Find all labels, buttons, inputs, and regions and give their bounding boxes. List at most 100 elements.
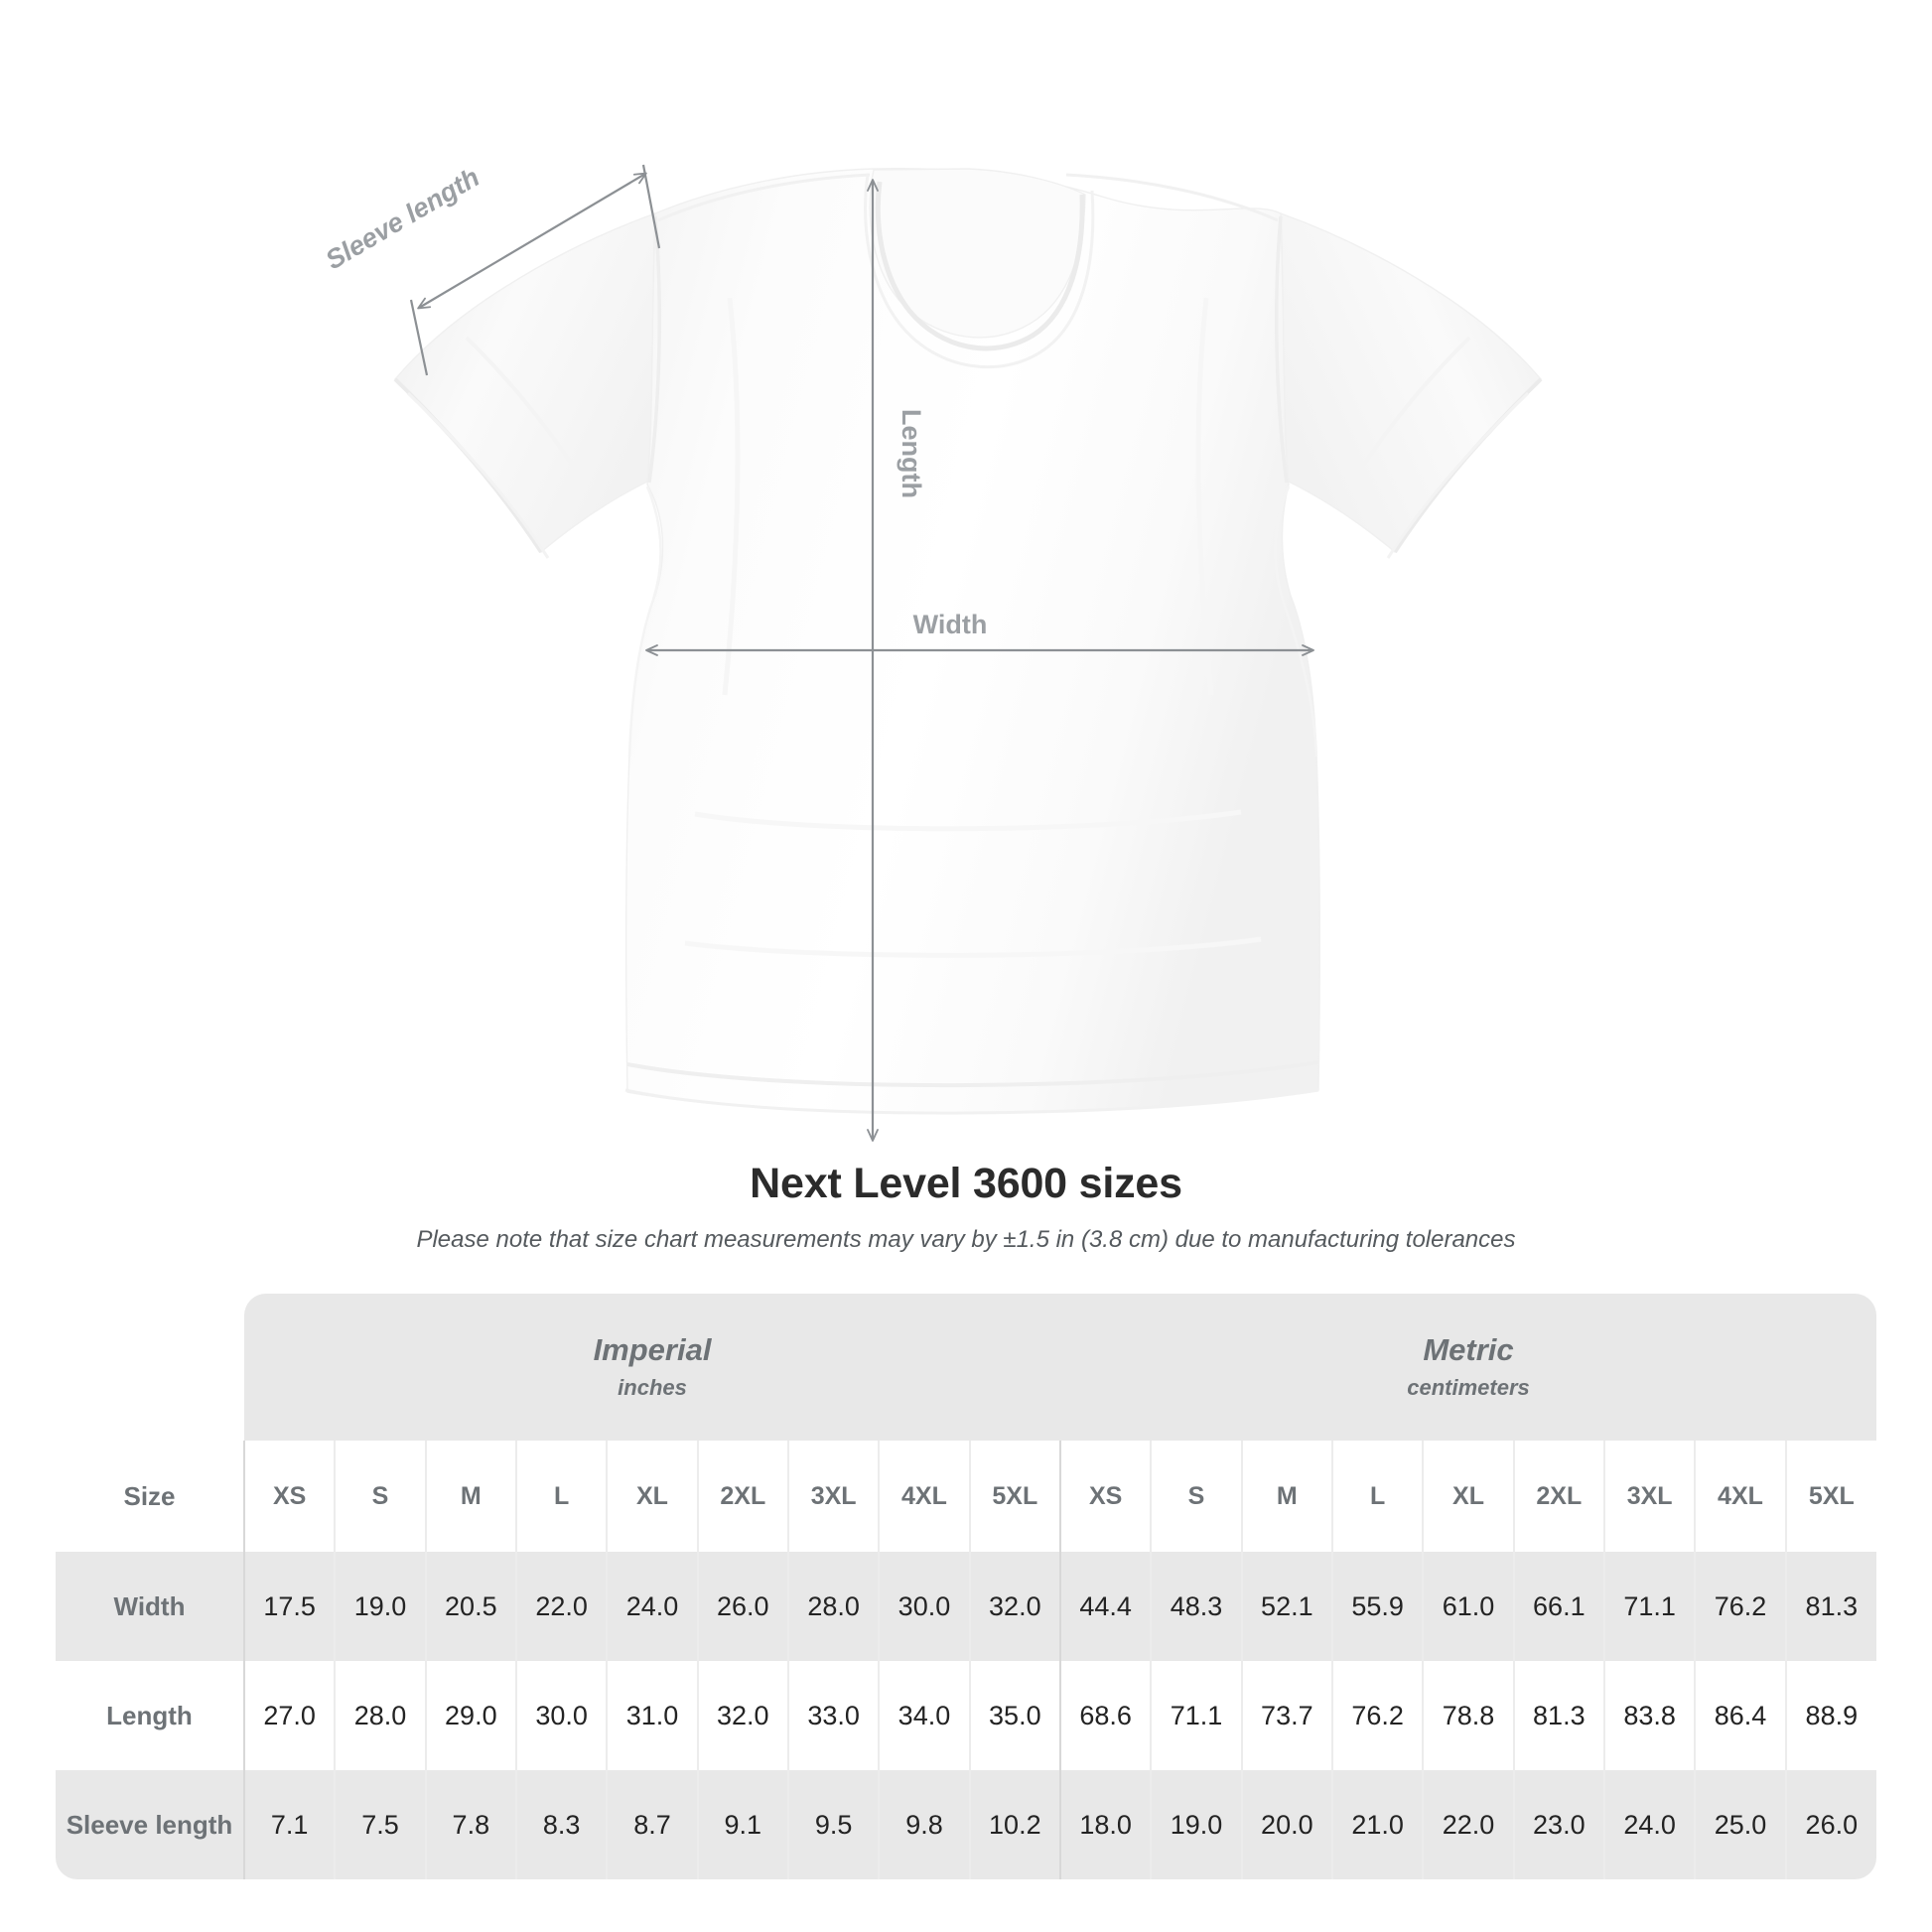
size-header-imperial-xs[interactable]: XS — [242, 1441, 336, 1552]
cell-length-metric-s: 71.1 — [1150, 1661, 1242, 1770]
chart-heading-block: Next Level 3600 sizes Please note that s… — [0, 1160, 1932, 1255]
table-row: Width 17.5 19.0 20.5 22.0 24.0 26.0 28.0… — [56, 1552, 1877, 1661]
cell-sleeve-imperial-2xl: 9.1 — [696, 1770, 788, 1879]
right-side-seam — [1274, 485, 1318, 758]
width-label: Width — [913, 610, 988, 639]
size-header-imperial-xl[interactable]: XL — [606, 1441, 698, 1552]
sleeve-length-label: Sleeve length — [321, 162, 484, 275]
unit-corner-cell — [56, 1294, 244, 1441]
size-header-metric-m[interactable]: M — [1240, 1441, 1332, 1552]
cell-length-metric-xs: 68.6 — [1059, 1661, 1152, 1770]
size-header-imperial-m[interactable]: M — [424, 1441, 516, 1552]
cell-sleeve-imperial-4xl: 9.8 — [878, 1770, 970, 1879]
unit-sub-imperial: inches — [618, 1375, 687, 1401]
cell-width-metric-xs: 44.4 — [1059, 1552, 1152, 1661]
cell-sleeve-imperial-l: 8.3 — [514, 1770, 608, 1879]
cell-sleeve-imperial-5xl: 10.2 — [968, 1770, 1061, 1879]
cell-length-imperial-3xl: 33.0 — [786, 1661, 880, 1770]
size-header-metric-3xl[interactable]: 3XL — [1602, 1441, 1696, 1552]
cell-width-imperial-3xl: 28.0 — [786, 1552, 880, 1661]
cell-length-metric-l: 76.2 — [1330, 1661, 1424, 1770]
cell-sleeve-metric-l: 21.0 — [1330, 1770, 1424, 1879]
cell-width-metric-l: 55.9 — [1330, 1552, 1424, 1661]
unit-group-imperial: Imperial inches — [244, 1294, 1061, 1441]
cell-sleeve-metric-2xl: 23.0 — [1512, 1770, 1604, 1879]
collar-ribbing — [875, 181, 1085, 351]
cell-sleeve-metric-3xl: 24.0 — [1602, 1770, 1696, 1879]
size-header-imperial-3xl[interactable]: 3XL — [786, 1441, 880, 1552]
table-row: Length 27.0 28.0 29.0 30.0 31.0 32.0 33.… — [56, 1661, 1877, 1770]
cell-length-metric-5xl: 88.9 — [1784, 1661, 1877, 1770]
cell-width-imperial-5xl: 32.0 — [968, 1552, 1061, 1661]
fabric-fold — [722, 297, 741, 696]
cell-sleeve-metric-s: 19.0 — [1150, 1770, 1242, 1879]
left-sleeve-cuff-stitch — [406, 391, 550, 559]
cell-sleeve-metric-m: 20.0 — [1240, 1770, 1332, 1879]
size-header-metric-s[interactable]: S — [1150, 1441, 1242, 1552]
size-header-imperial-s[interactable]: S — [334, 1441, 426, 1552]
cell-length-imperial-l: 30.0 — [514, 1661, 608, 1770]
size-header-imperial-2xl[interactable]: 2XL — [696, 1441, 788, 1552]
cell-width-imperial-4xl: 30.0 — [878, 1552, 970, 1661]
fabric-fold — [1348, 336, 1471, 488]
size-header-metric-2xl[interactable]: 2XL — [1512, 1441, 1604, 1552]
tshirt-garment — [393, 168, 1543, 1115]
sleeve-length-arrow — [417, 172, 647, 310]
cell-width-imperial-m: 20.5 — [424, 1552, 516, 1661]
row-label-length: Length — [56, 1661, 244, 1770]
size-header-imperial-l[interactable]: L — [514, 1441, 608, 1552]
row-label-width: Width — [56, 1552, 244, 1661]
cell-length-imperial-xs: 27.0 — [242, 1661, 336, 1770]
cell-width-metric-3xl: 71.1 — [1602, 1552, 1696, 1661]
cell-sleeve-imperial-s: 7.5 — [334, 1770, 426, 1879]
left-sleeve — [394, 211, 656, 554]
right-shoulder-seam — [1065, 173, 1279, 222]
size-header-metric-5xl[interactable]: 5XL — [1784, 1441, 1877, 1552]
size-header-imperial-4xl[interactable]: 4XL — [878, 1441, 970, 1552]
cell-width-metric-s: 48.3 — [1150, 1552, 1242, 1661]
bottom-hem-edge — [624, 1088, 1319, 1115]
cell-length-imperial-xl: 31.0 — [606, 1661, 698, 1770]
cell-width-metric-xl: 61.0 — [1422, 1552, 1514, 1661]
cell-sleeve-metric-xs: 18.0 — [1059, 1770, 1152, 1879]
unit-sub-metric: centimeters — [1407, 1375, 1530, 1401]
size-header-imperial-5xl[interactable]: 5XL — [968, 1441, 1061, 1552]
cell-length-imperial-4xl: 34.0 — [878, 1661, 970, 1770]
unit-group-metric: Metric centimeters — [1060, 1294, 1877, 1441]
right-sleeve-cuff-stitch — [1386, 391, 1530, 559]
table-row: Sleeve length 7.1 7.5 7.8 8.3 8.7 9.1 9.… — [56, 1770, 1877, 1879]
unit-name-metric: Metric — [1423, 1332, 1514, 1368]
size-header-metric-l[interactable]: L — [1330, 1441, 1424, 1552]
cell-sleeve-metric-5xl: 26.0 — [1784, 1770, 1877, 1879]
cell-length-metric-xl: 78.8 — [1422, 1661, 1514, 1770]
fabric-fold — [694, 809, 1242, 832]
row-label-sleeve-length: Sleeve length — [56, 1770, 244, 1879]
cell-length-metric-m: 73.7 — [1240, 1661, 1332, 1770]
size-header-metric-xl[interactable]: XL — [1422, 1441, 1514, 1552]
fabric-fold — [465, 336, 588, 488]
cell-width-metric-m: 52.1 — [1240, 1552, 1332, 1661]
cell-length-imperial-2xl: 32.0 — [696, 1661, 788, 1770]
sleeve-length-tick-top — [641, 164, 661, 249]
right-sleeve — [1280, 211, 1542, 554]
fabric-fold — [684, 936, 1262, 958]
cell-width-metric-5xl: 81.3 — [1784, 1552, 1877, 1661]
cell-width-imperial-2xl: 26.0 — [696, 1552, 788, 1661]
tolerance-note: Please note that size chart measurements… — [416, 1226, 1516, 1254]
size-header-metric-4xl[interactable]: 4XL — [1694, 1441, 1786, 1552]
cell-sleeve-imperial-m: 7.8 — [424, 1770, 516, 1879]
size-table-container: Imperial inches Metric centimeters Size … — [56, 1294, 1877, 1879]
cell-length-imperial-5xl: 35.0 — [968, 1661, 1061, 1770]
cell-length-metric-2xl: 81.3 — [1512, 1661, 1604, 1770]
row-label-header: Size — [56, 1441, 244, 1552]
page-title: Next Level 3600 sizes — [750, 1160, 1182, 1207]
size-header-metric-xs[interactable]: XS — [1059, 1441, 1152, 1552]
length-measurement: Length — [867, 179, 926, 1142]
size-header-row: Size XS S M L XL 2XL 3XL 4XL 5XL XS S M … — [56, 1441, 1877, 1552]
cell-length-metric-3xl: 83.8 — [1602, 1661, 1696, 1770]
left-armhole-seam — [647, 215, 661, 483]
cell-sleeve-metric-4xl: 25.0 — [1694, 1770, 1786, 1879]
collar — [869, 168, 1086, 339]
cell-length-imperial-s: 28.0 — [334, 1661, 426, 1770]
